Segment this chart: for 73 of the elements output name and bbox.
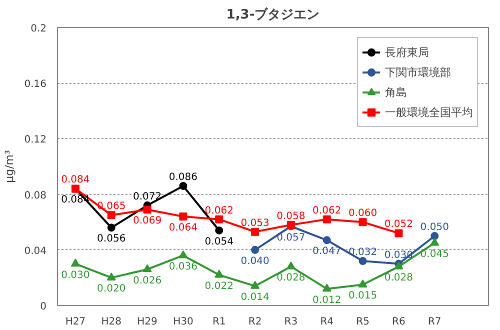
data-label: 0.062	[312, 205, 342, 216]
x-tick-label: H30	[173, 316, 194, 328]
point	[358, 280, 368, 288]
chart-title: 1,3-ブタジエン	[226, 6, 320, 22]
legend-label: 下関市環境部	[385, 64, 451, 80]
data-label: 0.064	[168, 222, 198, 234]
legend-label: 一般環境全国平均	[385, 104, 473, 120]
y-tick-label: 0	[40, 302, 47, 312]
point	[430, 232, 439, 240]
point	[178, 250, 188, 258]
y-tick-label: 0.08	[24, 190, 46, 202]
data-label: 0.015	[348, 290, 378, 302]
y-tick-label: 0.16	[24, 79, 46, 90]
point	[179, 212, 188, 221]
point	[358, 257, 367, 266]
y-tick-label: 0.12	[24, 134, 46, 146]
data-label: 0.069	[132, 216, 162, 227]
data-label: 0.030	[61, 270, 90, 281]
x-tick-label: R7	[428, 316, 442, 328]
legend-label: 長府東局	[385, 44, 429, 60]
point	[251, 246, 260, 254]
y-axis-title: μg/m³	[3, 150, 16, 183]
data-label: 0.028	[384, 272, 414, 284]
data-label: 0.026	[132, 275, 162, 286]
point	[106, 272, 116, 281]
point	[430, 238, 440, 246]
point	[394, 229, 403, 238]
data-label: 0.062	[204, 205, 234, 216]
y-tick-label: 0.04	[24, 246, 46, 257]
data-label: 0.053	[240, 218, 270, 229]
data-label: 0.056	[97, 234, 126, 245]
point	[214, 270, 224, 278]
point	[358, 218, 367, 226]
data-label: 0.012	[312, 294, 342, 306]
data-label: 0.040	[240, 256, 270, 267]
x-tick-label: H28	[101, 316, 122, 328]
data-label: 0.022	[204, 280, 234, 292]
x-tick-label: R5	[356, 316, 370, 328]
point	[286, 261, 296, 270]
legend-label: 角島	[385, 84, 407, 100]
data-label: 0.054	[204, 236, 234, 248]
x-tick-label: H27	[65, 316, 86, 328]
data-label: 0.058	[276, 210, 306, 222]
y-tick-label: 0.2	[30, 24, 47, 34]
x-tick-label: R2	[248, 316, 262, 328]
point	[250, 280, 260, 289]
data-label: 0.050	[420, 222, 449, 233]
data-label: 0.084	[61, 174, 90, 186]
x-tick-label: R1	[212, 316, 226, 328]
data-label: 0.072	[132, 191, 162, 202]
point	[322, 236, 331, 244]
x-tick-label: H29	[137, 316, 158, 328]
data-label: 0.086	[168, 172, 198, 183]
point	[251, 228, 260, 236]
point	[322, 284, 332, 292]
point	[215, 215, 224, 224]
x-tick-label: R6	[392, 316, 406, 328]
x-tick-label: R4	[320, 316, 334, 328]
point	[107, 224, 116, 232]
point	[179, 182, 188, 190]
data-label: 0.047	[312, 246, 342, 258]
point	[143, 206, 152, 214]
point	[142, 264, 152, 272]
point	[70, 258, 80, 267]
point	[107, 211, 116, 220]
data-label: 0.052	[384, 219, 414, 230]
data-label: 0.036	[168, 261, 198, 272]
data-label: 0.014	[240, 292, 270, 304]
point	[215, 226, 224, 234]
x-tick-label: R3	[284, 316, 298, 328]
point	[322, 215, 331, 224]
data-label: 0.020	[97, 284, 126, 295]
data-label: 0.060	[348, 208, 378, 220]
